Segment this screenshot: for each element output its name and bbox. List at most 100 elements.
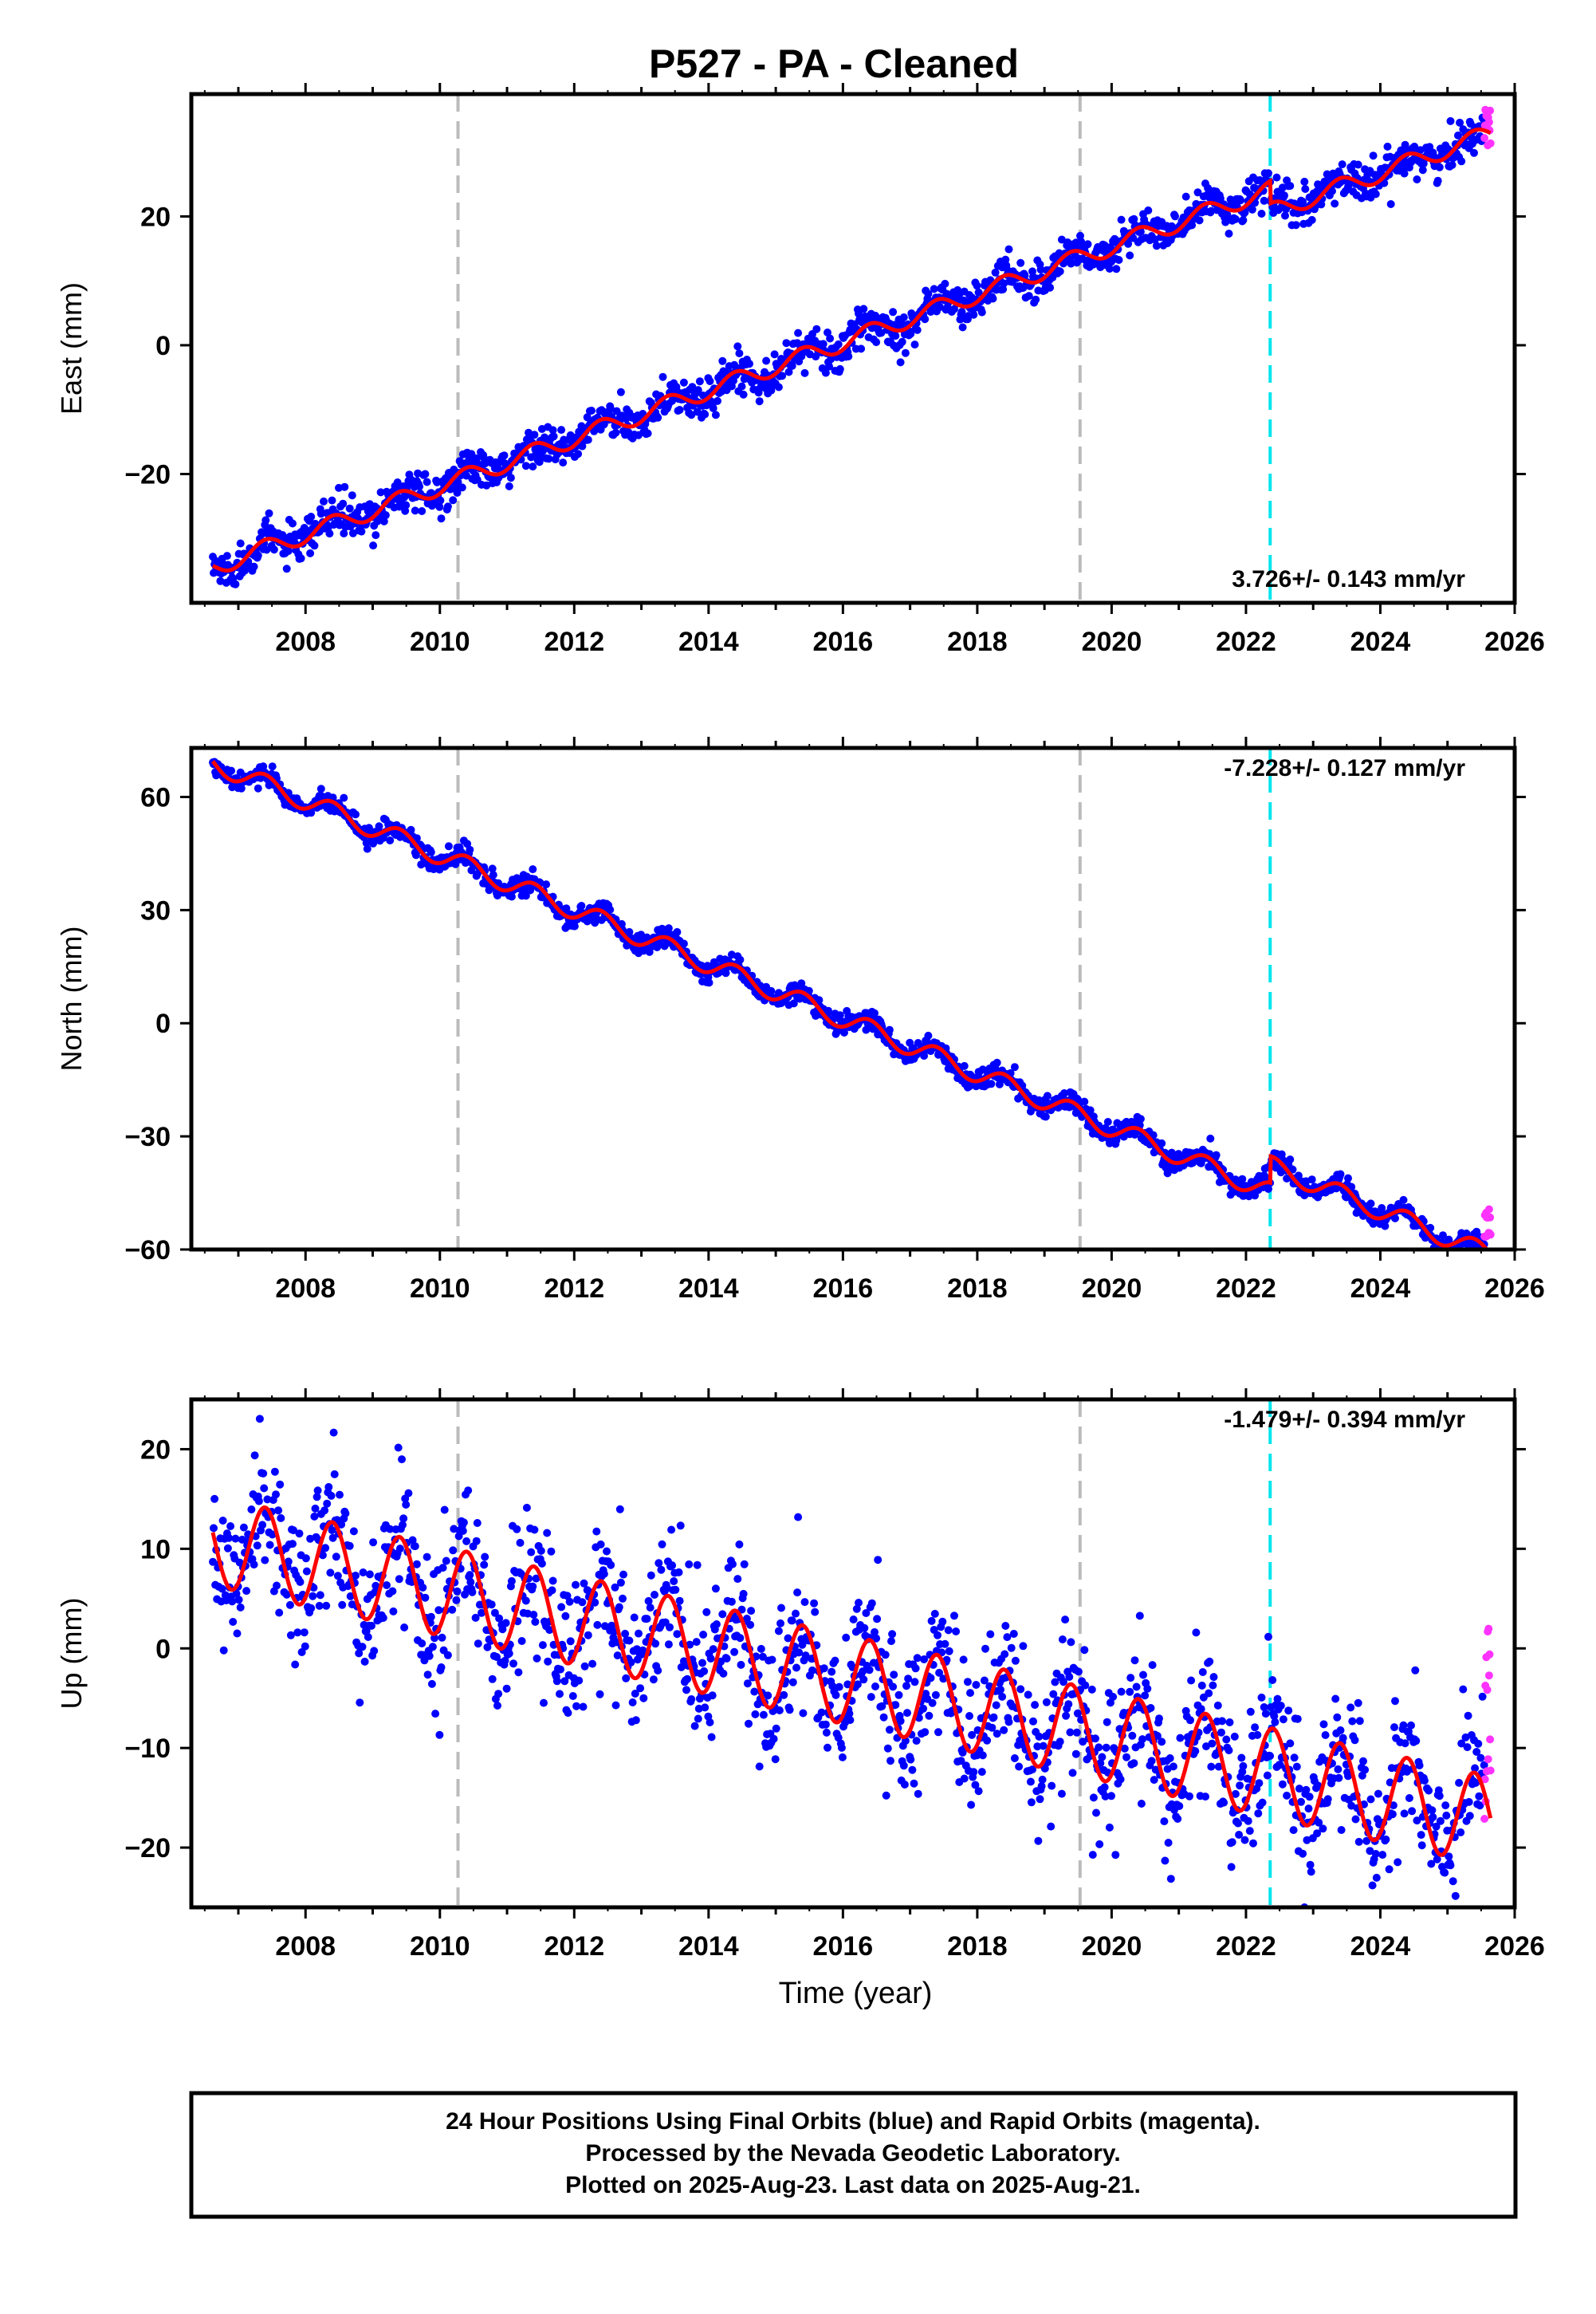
data-point bbox=[543, 1529, 552, 1537]
data-point bbox=[1426, 1223, 1435, 1232]
data-point bbox=[611, 1583, 619, 1592]
data-point bbox=[1081, 1681, 1090, 1690]
data-point bbox=[320, 497, 328, 506]
data-point bbox=[500, 451, 509, 460]
x-tick-label: 2024 bbox=[1350, 1273, 1411, 1304]
data-point bbox=[1446, 116, 1455, 125]
data-point bbox=[1459, 1685, 1468, 1694]
data-point bbox=[1388, 1810, 1397, 1819]
data-point bbox=[261, 516, 270, 525]
data-point bbox=[436, 496, 445, 505]
data-point bbox=[412, 834, 421, 843]
data-point bbox=[332, 1553, 340, 1561]
data-point bbox=[1286, 182, 1295, 191]
data-point bbox=[1321, 1731, 1330, 1739]
data-point bbox=[552, 1677, 561, 1686]
data-point bbox=[1149, 1131, 1158, 1139]
data-point bbox=[307, 809, 316, 817]
data-point bbox=[1354, 1698, 1362, 1707]
data-point bbox=[886, 1757, 894, 1765]
data-point bbox=[1257, 210, 1266, 218]
data-point bbox=[1112, 265, 1121, 274]
data-point bbox=[1057, 1789, 1066, 1798]
data-point bbox=[1249, 1839, 1257, 1848]
data-point bbox=[1441, 1801, 1450, 1810]
data-point bbox=[1130, 1656, 1139, 1665]
data-point bbox=[596, 1540, 605, 1549]
data-point bbox=[599, 1569, 608, 1578]
data-point bbox=[357, 527, 366, 536]
rapid-orbit-point bbox=[1486, 1230, 1495, 1239]
data-point bbox=[530, 431, 539, 439]
data-point bbox=[1382, 1835, 1390, 1844]
data-point bbox=[675, 406, 684, 414]
data-point bbox=[824, 1006, 832, 1015]
data-point bbox=[1137, 1800, 1146, 1808]
data-point bbox=[1010, 1754, 1019, 1762]
data-point bbox=[1371, 190, 1380, 199]
data-point bbox=[914, 1714, 923, 1722]
data-point bbox=[471, 1613, 480, 1622]
data-point bbox=[478, 1608, 485, 1617]
data-point bbox=[729, 1560, 737, 1568]
data-point bbox=[521, 891, 530, 900]
x-tick-label: 2022 bbox=[1216, 1931, 1276, 1962]
data-point bbox=[1300, 177, 1309, 186]
data-point bbox=[1276, 1761, 1284, 1769]
data-point bbox=[675, 1596, 684, 1605]
data-point bbox=[1339, 1734, 1347, 1742]
data-point bbox=[1092, 1808, 1100, 1817]
data-point bbox=[1188, 221, 1197, 230]
data-point bbox=[415, 482, 424, 491]
data-point bbox=[1470, 148, 1478, 157]
data-point bbox=[1378, 1851, 1387, 1859]
data-point bbox=[1331, 1694, 1340, 1703]
data-point bbox=[1383, 142, 1392, 151]
data-point bbox=[580, 1579, 588, 1588]
data-point bbox=[239, 1523, 248, 1532]
data-point bbox=[789, 999, 798, 1008]
data-point bbox=[977, 308, 986, 317]
data-point bbox=[462, 471, 471, 480]
data-point bbox=[236, 1603, 245, 1612]
data-point bbox=[1207, 1762, 1216, 1771]
data-point bbox=[925, 1711, 934, 1720]
data-point bbox=[345, 1541, 354, 1550]
data-point bbox=[261, 1556, 269, 1564]
data-point bbox=[275, 1608, 284, 1617]
data-point bbox=[960, 1061, 969, 1070]
data-point bbox=[702, 1608, 711, 1616]
data-point bbox=[352, 1572, 360, 1580]
data-point bbox=[1299, 197, 1307, 206]
data-point bbox=[993, 1058, 1001, 1067]
data-point bbox=[952, 1627, 961, 1635]
data-point bbox=[1299, 1849, 1307, 1858]
data-point bbox=[425, 1651, 434, 1660]
data-point bbox=[945, 1647, 953, 1655]
data-point bbox=[616, 1578, 625, 1587]
data-point bbox=[393, 478, 402, 486]
data-point bbox=[289, 1540, 297, 1549]
data-point bbox=[1067, 1638, 1075, 1647]
data-point bbox=[1116, 1775, 1125, 1784]
data-point bbox=[1338, 160, 1346, 169]
data-point bbox=[1109, 1693, 1118, 1701]
data-point bbox=[971, 1781, 980, 1789]
data-point bbox=[435, 1730, 444, 1739]
data-point bbox=[427, 1612, 435, 1621]
data-point bbox=[1264, 169, 1272, 178]
data-point bbox=[685, 1560, 694, 1568]
data-point bbox=[1153, 1732, 1162, 1740]
data-point bbox=[1445, 1235, 1453, 1244]
data-point bbox=[694, 1704, 703, 1713]
data-point bbox=[1160, 1817, 1169, 1826]
data-point bbox=[683, 1675, 692, 1683]
data-point bbox=[322, 1601, 331, 1610]
data-point bbox=[1065, 1673, 1074, 1681]
data-point bbox=[1400, 1809, 1409, 1818]
data-point bbox=[627, 1658, 635, 1667]
data-point bbox=[218, 1517, 227, 1525]
data-point bbox=[824, 329, 831, 336]
data-point bbox=[1227, 1863, 1236, 1871]
data-point bbox=[1102, 1743, 1111, 1752]
